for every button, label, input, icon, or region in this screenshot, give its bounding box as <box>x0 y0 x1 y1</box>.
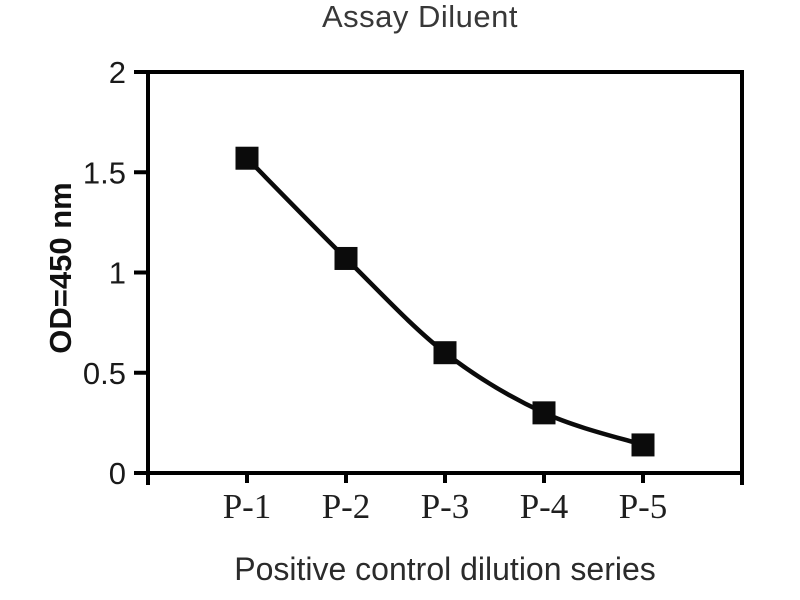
x-tick-label: P-2 <box>322 487 371 526</box>
x-tick-label: P-1 <box>223 487 272 526</box>
x-tick-label: P-5 <box>619 487 668 526</box>
chart-title: Assay Diluent <box>321 0 519 34</box>
y-tick-label: 0.5 <box>83 356 126 391</box>
data-point-marker <box>334 246 358 270</box>
data-point-marker <box>433 341 457 365</box>
y-tick-label: 2 <box>109 55 126 90</box>
data-line <box>245 156 644 448</box>
x-tick-label: P-3 <box>421 487 470 526</box>
x-tick-label: P-4 <box>520 487 569 526</box>
y-tick-label: 1.5 <box>83 155 126 190</box>
data-point-marker <box>235 146 259 170</box>
y-tick-label: 1 <box>109 256 126 291</box>
plot-frame <box>146 70 744 475</box>
x-axis-title: Positive control dilution series <box>234 551 656 587</box>
y-tick-label: 0 <box>109 456 126 491</box>
data-point-marker <box>631 433 655 457</box>
data-point-marker <box>532 401 556 425</box>
